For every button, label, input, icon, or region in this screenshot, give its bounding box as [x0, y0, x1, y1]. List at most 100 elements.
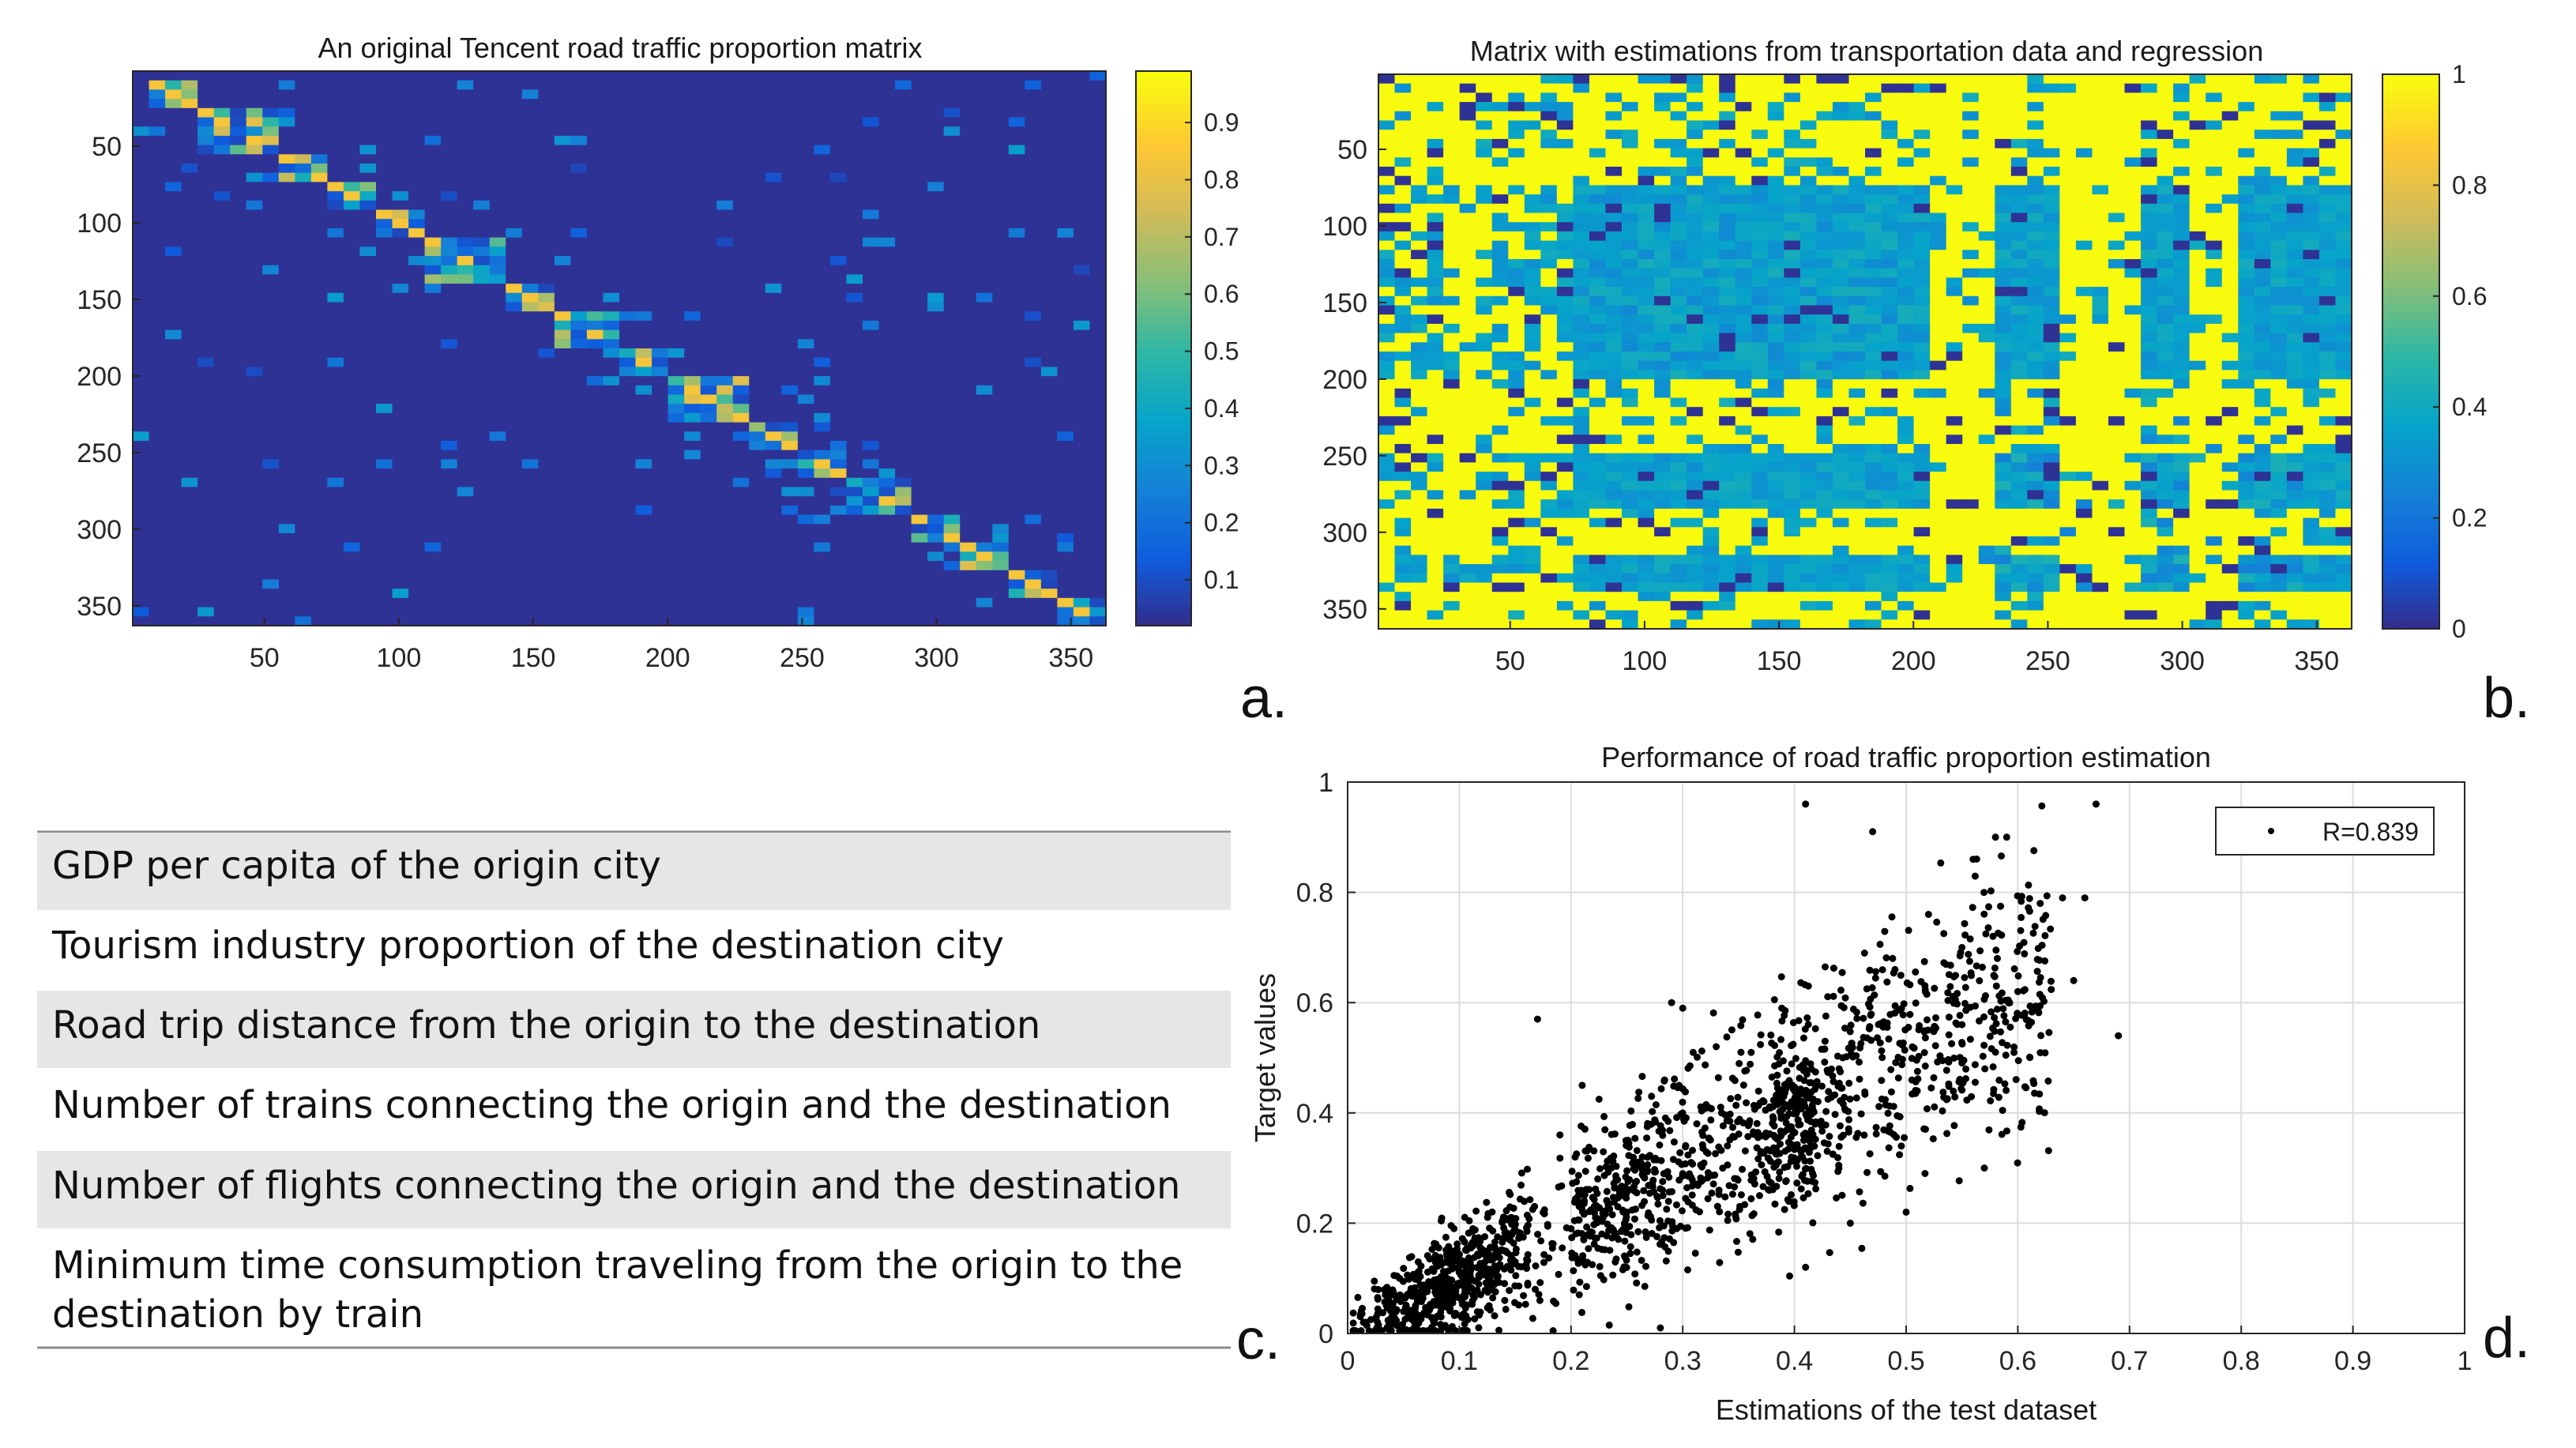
heatmap-cell	[652, 265, 669, 275]
heatmap-cell	[895, 339, 912, 349]
heatmap-cell	[1089, 505, 1107, 516]
heatmap-cell	[668, 404, 685, 414]
heatmap-cell	[408, 80, 426, 90]
heatmap-cell	[976, 172, 993, 182]
heatmap-cell	[635, 477, 652, 488]
heatmap-cell	[392, 339, 409, 349]
heatmap-cell	[408, 256, 426, 266]
heatmap-cell	[441, 246, 458, 257]
heatmap-cell	[1735, 231, 1752, 242]
heatmap-cell	[2206, 157, 2223, 167]
heatmap-cell	[133, 533, 150, 543]
heatmap-cell	[278, 570, 295, 581]
heatmap-cell	[943, 200, 961, 211]
heatmap-cell	[895, 468, 912, 479]
heatmap-cell	[457, 468, 474, 479]
heatmap-cell	[230, 135, 247, 146]
heatmap-cell	[310, 126, 328, 137]
heatmap-cell	[1491, 175, 1509, 186]
heatmap-cell	[976, 459, 993, 469]
heatmap-cell	[181, 311, 198, 322]
heatmap-cell	[165, 274, 182, 284]
heatmap-cell	[327, 422, 344, 432]
heatmap-cell	[1751, 157, 1769, 167]
heatmap-cell	[570, 412, 588, 423]
heatmap-cell	[1427, 250, 1444, 260]
heatmap-cell	[1443, 148, 1461, 158]
heatmap-cell	[652, 228, 669, 239]
heatmap-cell	[732, 505, 750, 516]
heatmap-cell	[635, 367, 652, 377]
heatmap-cell	[878, 320, 896, 331]
heatmap-cell	[473, 311, 491, 322]
heatmap-cell	[895, 135, 912, 146]
heatmap-cell	[181, 524, 198, 534]
heatmap-cell	[310, 265, 328, 275]
heatmap-cell	[1687, 185, 1704, 195]
heatmap-cell	[619, 320, 637, 331]
heatmap-cell	[1524, 111, 1541, 122]
heatmap-cell	[960, 459, 977, 469]
heatmap-cell	[1589, 212, 1607, 223]
heatmap-cell	[133, 422, 150, 432]
heatmap-cell	[246, 570, 263, 581]
heatmap-cell	[521, 126, 539, 137]
heatmap-cell	[863, 302, 880, 312]
heatmap-cell	[1476, 185, 1493, 195]
heatmap-cell	[684, 71, 701, 81]
heatmap-cell	[1411, 157, 1428, 167]
heatmap-cell	[1040, 348, 1058, 359]
heatmap-cell	[521, 468, 539, 479]
heatmap-cell	[1057, 431, 1074, 442]
heatmap-cell	[457, 487, 474, 497]
heatmap-cell	[635, 246, 652, 257]
heatmap-cell	[1799, 222, 1817, 232]
heatmap-cell	[2303, 212, 2320, 223]
heatmap-cell	[2092, 167, 2109, 177]
heatmap-cell	[619, 404, 637, 414]
heatmap-cell	[2124, 83, 2142, 93]
heatmap-cell	[1832, 138, 1850, 149]
heatmap-cell	[197, 468, 215, 479]
heatmap-cell	[797, 154, 814, 164]
heatmap-cell	[424, 597, 442, 608]
heatmap-cell	[295, 145, 312, 155]
heatmap-cell	[408, 274, 426, 284]
heatmap-cell	[1605, 148, 1623, 158]
heatmap-cell	[538, 579, 555, 589]
heatmap-cell	[943, 561, 961, 571]
heatmap-cell	[181, 570, 198, 581]
heatmap-cell	[570, 487, 588, 497]
heatmap-cell	[1089, 99, 1107, 109]
heatmap-cell	[197, 505, 215, 516]
heatmap-cell	[749, 209, 766, 220]
heatmap-cell	[262, 164, 280, 174]
heatmap-cell	[1654, 240, 1672, 250]
heatmap-cell	[295, 135, 312, 146]
heatmap-cell	[1057, 357, 1074, 367]
heatmap-cell	[2043, 203, 2060, 214]
heatmap-cell	[765, 145, 782, 155]
heatmap-cell	[165, 71, 182, 81]
heatmap-cell	[895, 607, 912, 617]
heatmap-cell	[1784, 222, 1801, 232]
heatmap-cell	[181, 542, 198, 552]
heatmap-cell	[829, 107, 848, 118]
heatmap-cell	[133, 292, 150, 303]
heatmap-cell	[197, 172, 215, 182]
heatmap-cell	[1508, 212, 1525, 223]
heatmap-cell	[1025, 542, 1042, 552]
heatmap-cell	[635, 200, 652, 211]
heatmap-cell	[668, 441, 685, 451]
heatmap-cell	[1540, 167, 1558, 177]
heatmap-cell	[554, 607, 571, 617]
heatmap-cell	[506, 182, 523, 192]
heatmap-cell	[943, 182, 961, 192]
heatmap-cell	[230, 126, 247, 137]
heatmap-cell	[992, 404, 1010, 414]
heatmap-cell	[327, 505, 344, 516]
heatmap-cell	[1654, 231, 1672, 242]
heatmap-cell	[230, 533, 247, 543]
heatmap-cell	[521, 357, 539, 367]
heatmap-cell	[992, 616, 1010, 626]
